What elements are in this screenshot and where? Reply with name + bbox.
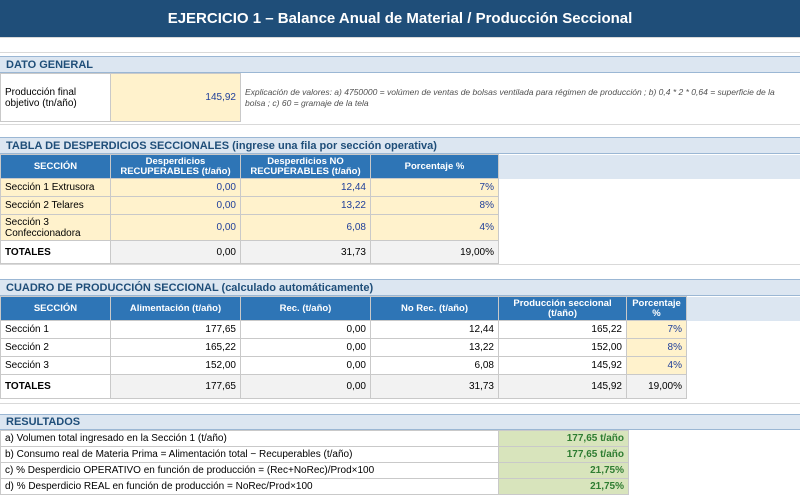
result-value: 177,65 t/año: [498, 430, 629, 447]
total-alim: 177,65: [110, 374, 241, 399]
production-table: SECCIÓN Alimentación (t/año) Rec. (t/año…: [0, 296, 800, 399]
table-row: Sección 3 152,00 0,00 6,08 145,92 4%: [0, 356, 800, 375]
norec-input-cell[interactable]: 13,22: [240, 196, 371, 215]
table-row: Sección 1 Extrusora 0,00 12,44 7%: [0, 178, 800, 197]
section-name-cell[interactable]: Sección 2 Telares: [0, 196, 111, 215]
grid-line: [0, 124, 800, 125]
totals-label: TOTALES: [0, 240, 111, 264]
result-value: 21,75%: [498, 462, 629, 479]
table-row: Sección 1 177,65 0,00 12,44 165,22 7%: [0, 320, 800, 339]
prod-cell: 152,00: [498, 338, 627, 357]
result-label: b) Consumo real de Materia Prima = Alime…: [0, 446, 499, 463]
section-name-cell[interactable]: Sección 3 Confeccionadora: [0, 214, 111, 241]
table-row: Sección 2 Telares 0,00 13,22 8%: [0, 196, 800, 215]
result-row: c) % Desperdicio OPERATIVO en función de…: [0, 462, 800, 479]
pct-input-cell[interactable]: 7%: [370, 178, 499, 197]
total-norec: 31,73: [370, 374, 499, 399]
total-rec: 0,00: [110, 240, 241, 264]
norec-cell: 12,44: [370, 320, 499, 339]
section-name-cell: Sección 3: [0, 356, 111, 375]
total-pct: 19,00%: [626, 374, 687, 399]
production-target-label: Producción final objetivo (tn/año): [0, 73, 111, 122]
section-name-cell[interactable]: Sección 1 Extrusora: [0, 178, 111, 197]
pct-cell: 4%: [626, 356, 687, 375]
pct-input-cell[interactable]: 8%: [370, 196, 499, 215]
section-name-cell: Sección 2: [0, 338, 111, 357]
explanation-note: Explicación de valores: a) 4750000 = vol…: [245, 86, 775, 108]
col-header-recuperables: Desperdicios RECUPERABLES (t/año): [110, 154, 241, 179]
col-header-alimentacion: Alimentación (t/año): [110, 296, 241, 321]
norec-input-cell[interactable]: 12,44: [240, 178, 371, 197]
total-pct: 19,00%: [370, 240, 499, 264]
norec-cell: 13,22: [370, 338, 499, 357]
col-header-no-recuperables: Desperdicios NO RECUPERABLES (t/año): [240, 154, 371, 179]
result-label: a) Volumen total ingresado en la Sección…: [0, 430, 499, 447]
grid-line: [0, 37, 800, 38]
section-resultados: RESULTADOS: [0, 414, 800, 430]
result-row: b) Consumo real de Materia Prima = Alime…: [0, 446, 800, 463]
pct-cell: 8%: [626, 338, 687, 357]
table-row: Sección 2 165,22 0,00 13,22 152,00 8%: [0, 338, 800, 357]
total-prod: 145,92: [498, 374, 627, 399]
total-norec: 31,73: [240, 240, 371, 264]
alim-cell: 165,22: [110, 338, 241, 357]
result-label: c) % Desperdicio OPERATIVO en función de…: [0, 462, 499, 479]
prod-cell: 165,22: [498, 320, 627, 339]
result-row: a) Volumen total ingresado en la Sección…: [0, 430, 800, 447]
totals-label: TOTALES: [0, 374, 111, 399]
rec-input-cell[interactable]: 0,00: [110, 196, 241, 215]
col-header-produccion: Producción seccional (t/año): [498, 296, 627, 321]
grid-line: [0, 264, 800, 265]
col-header-porcentaje: Porcentaje %: [626, 296, 687, 321]
norec-cell: 6,08: [370, 356, 499, 375]
col-header-rec: Rec. (t/año): [240, 296, 371, 321]
norec-input-cell[interactable]: 6,08: [240, 214, 371, 241]
col-header-no-rec: No Rec. (t/año): [370, 296, 499, 321]
rec-cell: 0,00: [240, 320, 371, 339]
totals-row: TOTALES 0,00 31,73 19,00%: [0, 240, 800, 264]
col-header-seccion: SECCIÓN: [0, 154, 111, 179]
result-label: d) % Desperdicio REAL en función de prod…: [0, 478, 499, 495]
rec-cell: 0,00: [240, 338, 371, 357]
total-rec: 0,00: [240, 374, 371, 399]
results-table: a) Volumen total ingresado en la Sección…: [0, 430, 800, 495]
rec-input-cell[interactable]: 0,00: [110, 178, 241, 197]
dato-general-table: Producción final objetivo (tn/año) 145,9…: [0, 73, 800, 122]
section-name-cell: Sección 1: [0, 320, 111, 339]
section-dato-general: DATO GENERAL: [0, 56, 800, 73]
result-row: d) % Desperdicio REAL en función de prod…: [0, 478, 800, 495]
pct-cell: 7%: [626, 320, 687, 339]
table-row: Sección 3 Confeccionadora 0,00 6,08 4%: [0, 214, 800, 241]
pct-input-cell[interactable]: 4%: [370, 214, 499, 241]
alim-cell: 177,65: [110, 320, 241, 339]
waste-table: SECCIÓN Desperdicios RECUPERABLES (t/año…: [0, 154, 800, 264]
production-target-input[interactable]: 145,92: [110, 73, 241, 122]
grid-line: [0, 403, 800, 404]
totals-row: TOTALES 177,65 0,00 31,73 145,92 19,00%: [0, 374, 800, 399]
result-value: 177,65 t/año: [498, 446, 629, 463]
rec-input-cell[interactable]: 0,00: [110, 214, 241, 241]
rec-cell: 0,00: [240, 356, 371, 375]
prod-cell: 145,92: [498, 356, 627, 375]
section-produccion: CUADRO DE PRODUCCIÓN SECCIONAL (calculad…: [0, 279, 800, 296]
section-desperdicios: TABLA DE DESPERDICIOS SECCIONALES (ingre…: [0, 137, 800, 154]
alim-cell: 152,00: [110, 356, 241, 375]
sheet-title: EJERCICIO 1 – Balance Anual de Material …: [0, 0, 800, 37]
result-value: 21,75%: [498, 478, 629, 495]
col-header-porcentaje: Porcentaje %: [370, 154, 499, 179]
col-header-seccion: SECCIÓN: [0, 296, 111, 321]
grid-line: [0, 52, 800, 53]
